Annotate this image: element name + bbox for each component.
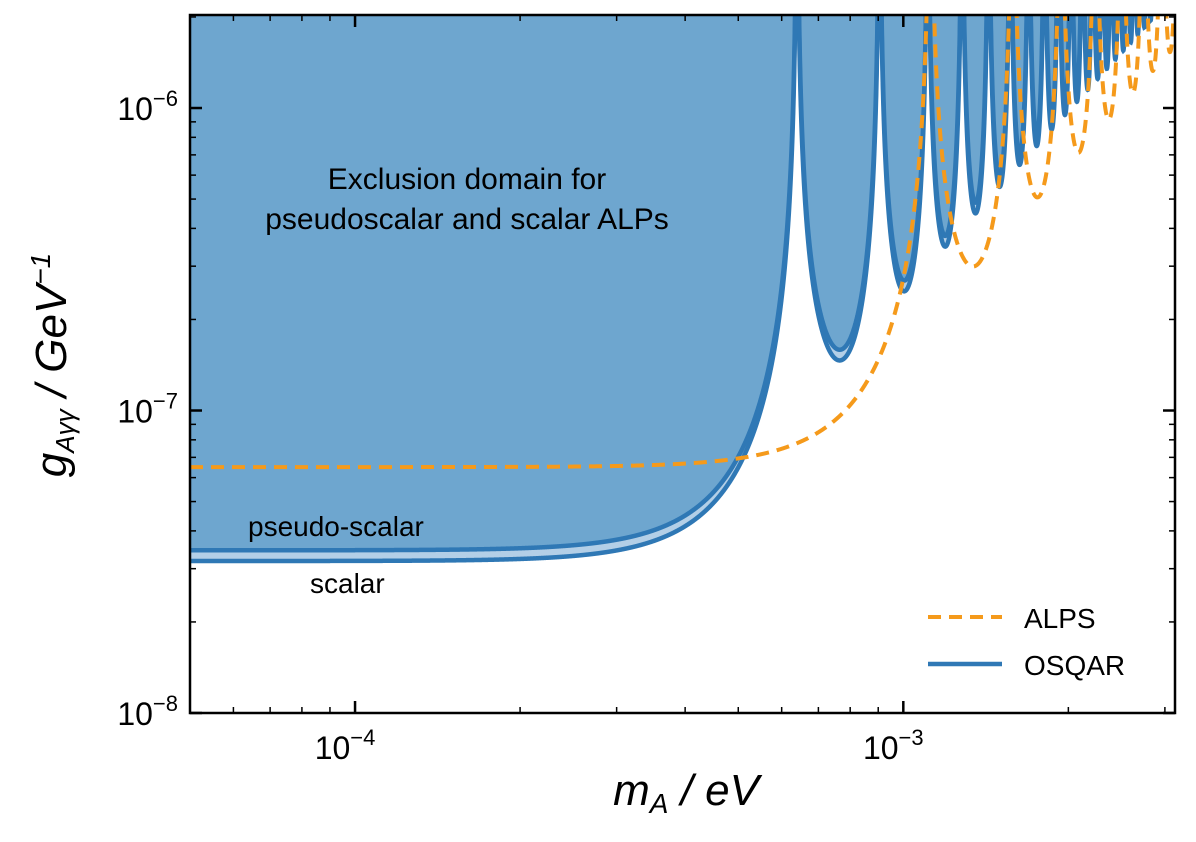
y-axis-label: gAγγ / GeV−1 (25, 253, 80, 477)
annotation-exclusion-line1: Exclusion domain for (328, 163, 606, 196)
osqar-scalar-line (190, 15, 1159, 564)
x-tick-label: 10−4 (315, 725, 376, 766)
legend-alps-label: ALPS (1024, 603, 1096, 634)
x-axis-label: mA / eV (613, 766, 762, 819)
alps-line (190, 15, 1175, 470)
osqar-pseudo-scalar-line (190, 15, 1147, 553)
plot-area (190, 15, 1175, 564)
legend: ALPS OSQAR (928, 603, 1125, 681)
annotation-scalar: scalar (310, 568, 385, 599)
ticks: 10−4 10−3 10−6 10−7 10−8 (117, 15, 1175, 766)
y-tick-label: 10−6 (117, 86, 178, 127)
y-tick-label: 10−8 (117, 691, 178, 732)
x-tick-label: 10−3 (863, 725, 924, 766)
annotation-exclusion-line2: pseudoscalar and scalar ALPs (265, 203, 669, 236)
plot-frame (188, 13, 1177, 715)
legend-osqar-label: OSQAR (1024, 650, 1125, 681)
exclusion-region-fill (190, 15, 1145, 551)
annotation-pseudo-scalar: pseudo-scalar (248, 511, 424, 542)
y-tick-label: 10−7 (117, 389, 178, 430)
